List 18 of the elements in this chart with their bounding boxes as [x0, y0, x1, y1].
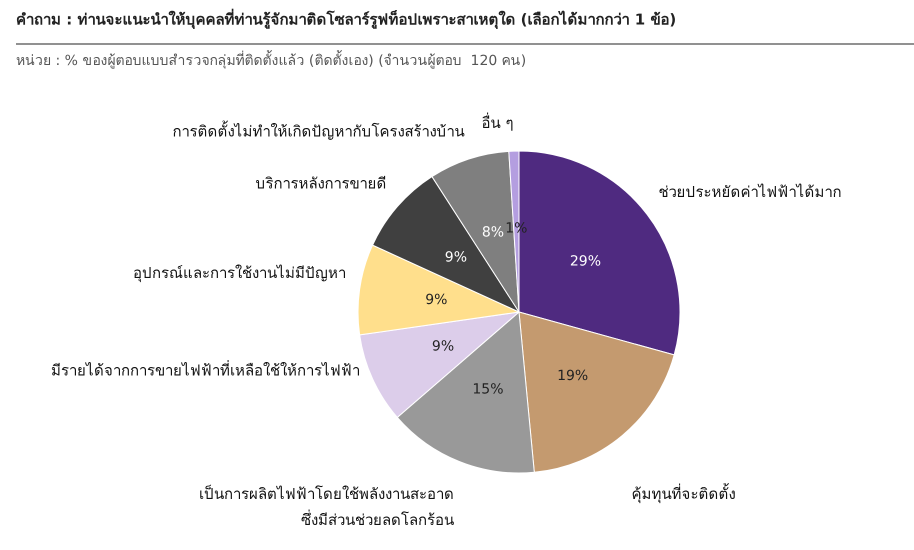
slice-label: เป็นการผลิตไฟฟ้าโดยใช้พลังงานสะอาด ซึ่งมีส่วนช่วยลดโลกร้อน: [198, 484, 454, 529]
slice-label: บริการหลังการขายดี: [256, 174, 387, 192]
slice-label: อื่น ๆ: [482, 112, 514, 132]
slice-label: คุ้มทุนที่จะติดตั้ง: [631, 483, 736, 504]
slice-label: การติดตั้งไม่ทำให้เกิดปัญหากับโครงสร้างบ้าน: [172, 120, 464, 141]
data-label: 8%: [482, 224, 504, 241]
chart-title: คำถาม : ท่านจะแนะนำให้บุคคลที่ท่านรู้จักมาติดโซลาร์รูฟท็อปเพราะสาเหตุใด (เลือกได้มากกว่า 1 ข้อ): [16, 8, 676, 30]
chart-subtitle: หน่วย : % ของผู้ตอบแบบสำรวจกลุ่มที่ติดตั้งแล้ว (ติดตั้งเอง) (จำนวนผู้ตอบ 120 คน): [16, 50, 526, 69]
data-label: 9%: [444, 249, 468, 266]
slice-label: อุปกรณ์และการใช้งานไม่มีปัญหา: [132, 264, 346, 284]
data-label: 19%: [557, 368, 588, 384]
data-label: 9%: [432, 338, 454, 355]
data-label: 9%: [425, 292, 448, 308]
data-label: 1%: [505, 220, 528, 237]
data-label: 15%: [472, 382, 504, 398]
data-label: 29%: [570, 253, 602, 270]
slice-label: มีรายได้จากการขายไฟฟ้าที่เหลือใช้ให้การไฟฟ้า: [50, 360, 360, 380]
slice-label: ช่วยประหยัดค่าไฟฟ้าได้มาก: [658, 183, 842, 202]
